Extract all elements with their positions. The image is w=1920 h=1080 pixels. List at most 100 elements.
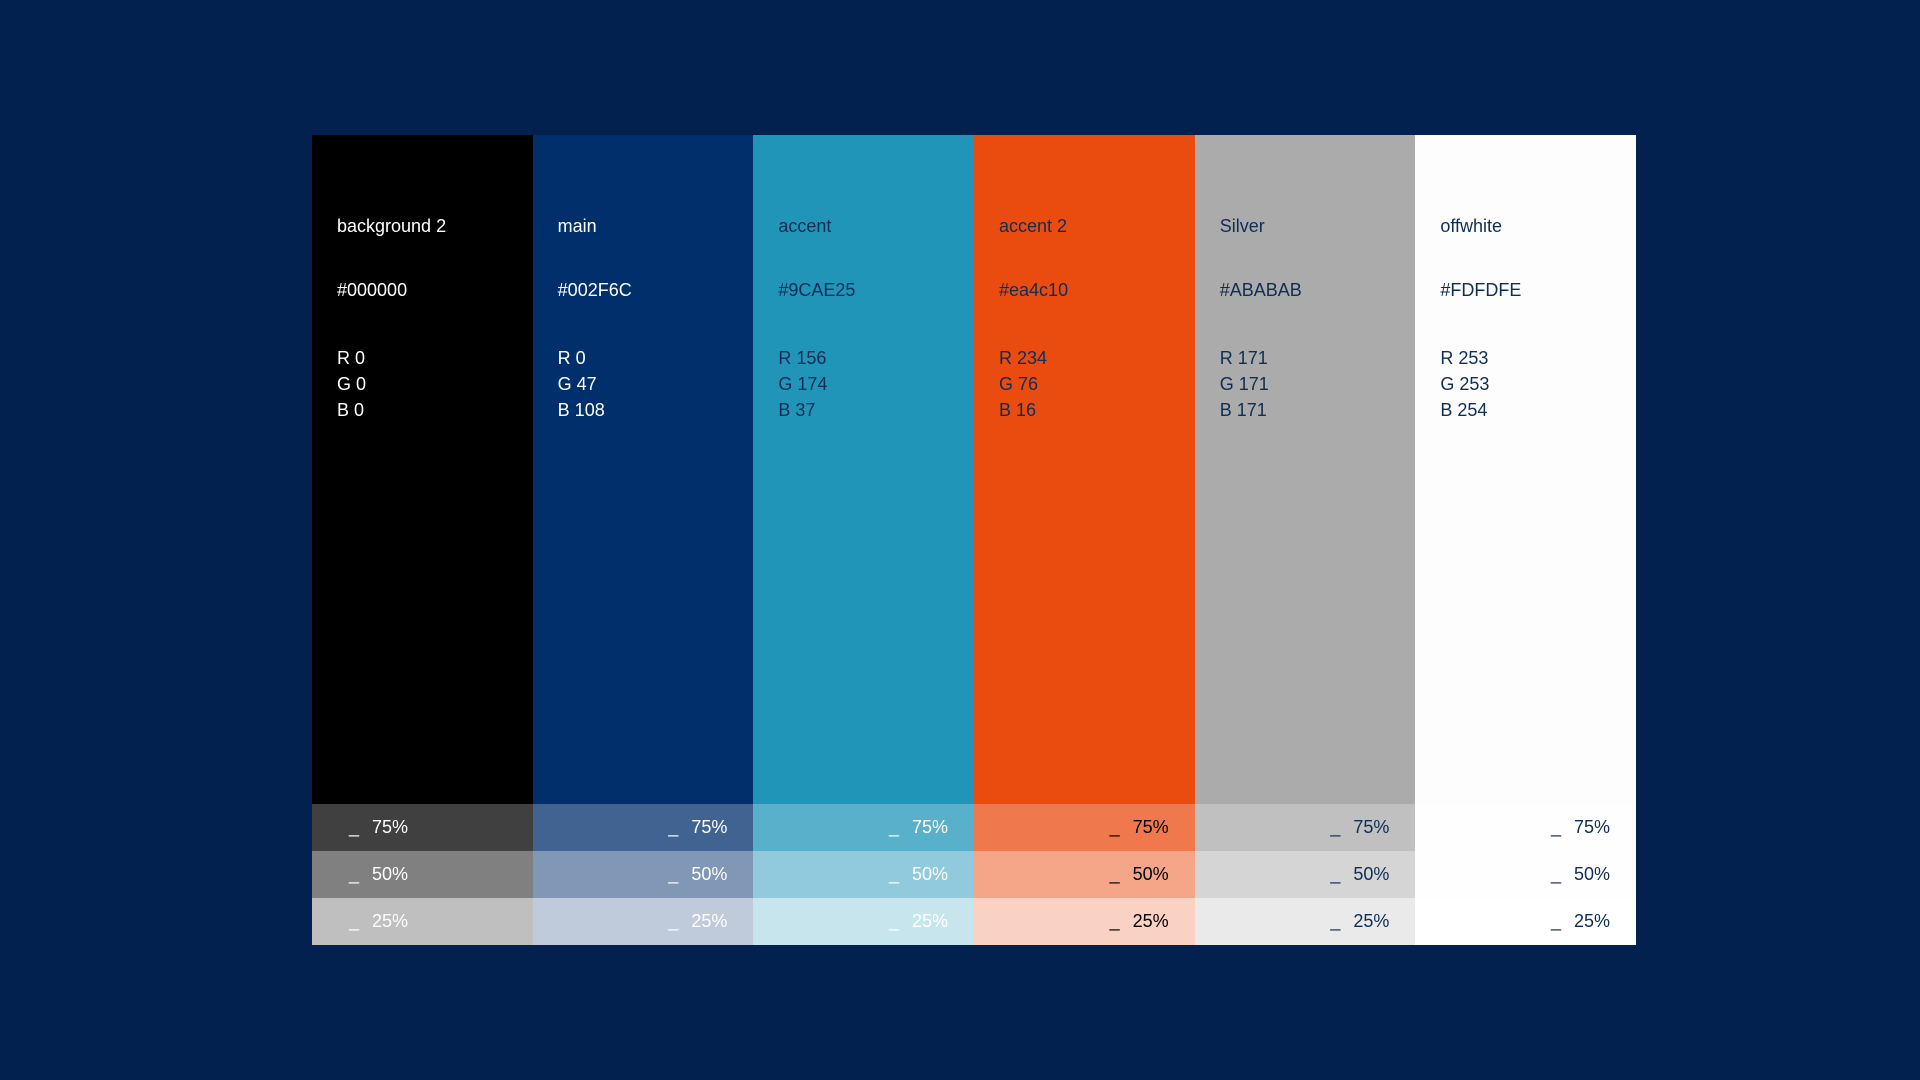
tint-underscore-icon: _ xyxy=(1550,817,1561,837)
color-hex-value: #ea4c10 xyxy=(999,280,1069,300)
rgb-blue-value: B 171 xyxy=(1219,400,1267,420)
rgb-blue-value: B 254 xyxy=(1440,400,1488,420)
rgb-red-value: R 253 xyxy=(1440,348,1489,368)
rgb-blue-value: B 108 xyxy=(557,400,605,420)
color-hex-value: #FDFDFE xyxy=(1440,280,1522,300)
tint-percent-label: 50% xyxy=(1132,864,1169,884)
tint-underscore-icon: _ xyxy=(349,864,360,884)
tint-percent-label: 50% xyxy=(911,864,949,884)
tint-percent-label: 75% xyxy=(691,817,728,837)
tint-underscore-icon: _ xyxy=(349,817,360,837)
color-info: main #002F6C R 0 G 47 B 108 xyxy=(533,135,754,423)
tint-row-75: _ 75% xyxy=(1194,804,1416,851)
tint-row-75: _ 75% xyxy=(753,804,975,851)
rgb-green-value: G 171 xyxy=(1219,374,1269,394)
tint-rows: _ 75% _ 50% _ 25% xyxy=(753,804,975,945)
tint-percent-label: 50% xyxy=(1574,864,1611,884)
color-info: accent 2 #ea4c10 R 234 G 76 B 16 xyxy=(974,135,1195,423)
color-name: Silver xyxy=(1219,216,1265,236)
tint-underscore-icon: _ xyxy=(888,911,899,931)
rgb-blue-value: B 16 xyxy=(999,400,1037,420)
color-info: background 2 #000000 R 0 G 0 B 0 xyxy=(312,135,533,423)
tint-underscore-icon: _ xyxy=(1109,817,1120,837)
tint-percent-label: 50% xyxy=(372,864,409,884)
tint-row-75: _ 75% xyxy=(1415,804,1637,851)
tint-percent-label: 75% xyxy=(372,817,409,837)
tint-row-50: _ 50% xyxy=(532,851,754,898)
tint-row-25: _ 25% xyxy=(1415,898,1637,945)
tint-percent-label: 75% xyxy=(1132,817,1169,837)
color-name: accent xyxy=(778,216,832,236)
tint-underscore-icon: _ xyxy=(668,817,679,837)
tint-row-75: _ 75% xyxy=(312,804,533,851)
palette-column-main: main #002F6C R 0 G 47 B 108 _ 75% _ 50% … xyxy=(532,135,754,945)
palette-column-offwhite: offwhite #FDFDFE R 253 G 253 B 254 _ 75%… xyxy=(1415,135,1637,945)
tint-percent-label: 25% xyxy=(911,911,949,931)
tint-row-25: _ 25% xyxy=(532,898,754,945)
tint-underscore-icon: _ xyxy=(1550,911,1561,931)
tint-row-50: _ 50% xyxy=(1415,851,1637,898)
tint-underscore-icon: _ xyxy=(1330,864,1341,884)
tint-percent-label: 25% xyxy=(691,911,728,931)
rgb-green-value: G 0 xyxy=(337,374,367,394)
color-info: Silver #ABABAB R 171 G 171 B 171 xyxy=(1195,135,1416,423)
tint-percent-label: 25% xyxy=(1353,911,1390,931)
tint-underscore-icon: _ xyxy=(1109,911,1120,931)
tint-underscore-icon: _ xyxy=(1550,864,1561,884)
color-name: main xyxy=(557,216,597,236)
color-name: offwhite xyxy=(1440,216,1503,236)
rgb-green-value: G 174 xyxy=(778,374,828,394)
tint-percent-label: 75% xyxy=(1574,817,1611,837)
tint-underscore-icon: _ xyxy=(1330,911,1341,931)
tint-underscore-icon: _ xyxy=(668,911,679,931)
tint-row-25: _ 25% xyxy=(974,898,1195,945)
rgb-green-value: G 253 xyxy=(1440,374,1490,394)
tint-row-50: _ 50% xyxy=(1194,851,1416,898)
tint-percent-label: 75% xyxy=(1353,817,1390,837)
rgb-blue-value: B 0 xyxy=(337,400,365,420)
color-name: accent 2 xyxy=(999,216,1068,236)
rgb-red-value: R 0 xyxy=(337,348,366,368)
tint-underscore-icon: _ xyxy=(888,864,899,884)
tint-row-75: _ 75% xyxy=(532,804,754,851)
rgb-green-value: G 47 xyxy=(557,374,597,394)
color-rgb-values: R 0 G 47 B 108 xyxy=(558,345,729,423)
color-palette: background 2 #000000 R 0 G 0 B 0 _ 75% _… xyxy=(312,135,1637,945)
tint-row-25: _ 25% xyxy=(753,898,975,945)
tint-rows: _ 75% _ 50% _ 25% xyxy=(1194,804,1416,945)
tint-row-50: _ 50% xyxy=(753,851,975,898)
tint-underscore-icon: _ xyxy=(1109,864,1120,884)
palette-column-accent: accent #9CAE25 R 156 G 174 B 37 _ 75% _ … xyxy=(753,135,975,945)
rgb-red-value: R 234 xyxy=(999,348,1048,368)
palette-column-accent-2: accent 2 #ea4c10 R 234 G 76 B 16 _ 75% _… xyxy=(974,135,1195,945)
color-name: background 2 xyxy=(337,216,447,236)
color-rgb-values: R 171 G 171 B 171 xyxy=(1220,345,1391,423)
color-rgb-values: R 0 G 0 B 0 xyxy=(337,345,508,423)
rgb-red-value: R 171 xyxy=(1219,348,1268,368)
color-info: offwhite #FDFDFE R 253 G 253 B 254 xyxy=(1415,135,1636,423)
color-hex-value: #ABABAB xyxy=(1219,280,1302,300)
tint-percent-label: 25% xyxy=(1132,911,1169,931)
tint-rows: _ 75% _ 50% _ 25% xyxy=(1415,804,1637,945)
tint-percent-label: 25% xyxy=(1574,911,1611,931)
color-rgb-values: R 156 G 174 B 37 xyxy=(778,345,949,423)
tint-underscore-icon: _ xyxy=(668,864,679,884)
tint-underscore-icon: _ xyxy=(888,817,899,837)
rgb-red-value: R 156 xyxy=(778,348,827,368)
tint-percent-label: 25% xyxy=(372,911,409,931)
color-hex-value: #9CAE25 xyxy=(778,280,856,300)
rgb-blue-value: B 37 xyxy=(778,400,816,420)
palette-column-background-2: background 2 #000000 R 0 G 0 B 0 _ 75% _… xyxy=(312,135,533,945)
color-hex-value: #000000 xyxy=(337,280,408,300)
tint-percent-label: 75% xyxy=(911,817,949,837)
color-rgb-values: R 234 G 76 B 16 xyxy=(999,345,1170,423)
color-hex-value: #002F6C xyxy=(557,280,632,300)
palette-column-silver: Silver #ABABAB R 171 G 171 B 171 _ 75% _… xyxy=(1194,135,1416,945)
tint-rows: _ 75% _ 50% _ 25% xyxy=(532,804,754,945)
tint-row-25: _ 25% xyxy=(1194,898,1416,945)
rgb-red-value: R 0 xyxy=(557,348,586,368)
tint-row-75: _ 75% xyxy=(974,804,1195,851)
tint-rows: _ 75% _ 50% _ 25% xyxy=(312,804,533,945)
tint-underscore-icon: _ xyxy=(349,911,360,931)
